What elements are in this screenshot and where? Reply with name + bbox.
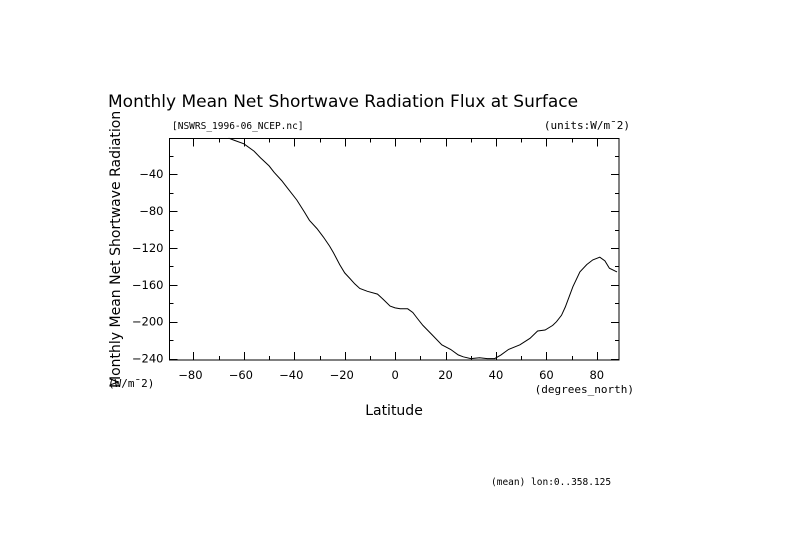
y-tick-label: −120 xyxy=(132,241,164,255)
y-tick-label: −200 xyxy=(132,315,164,329)
y-units-label: (W/m¯2) xyxy=(108,377,154,390)
x-tick-label: 40 xyxy=(489,368,504,382)
y-tick-label: −80 xyxy=(139,204,163,218)
footnote: (mean) lon:0..358.125 xyxy=(491,477,611,488)
x-tick-label: 0 xyxy=(391,368,398,382)
x-axis-label: Latitude xyxy=(365,403,423,419)
file-label: [NSWRS_1996-06_NCEP.nc] xyxy=(172,121,304,132)
y-tick-label: −160 xyxy=(132,278,164,292)
x-tick-label: 60 xyxy=(539,368,554,382)
units-label: (units:W/m¯2) xyxy=(544,119,630,132)
y-tick-label: −240 xyxy=(132,352,164,366)
x-tick-label: −60 xyxy=(229,368,253,382)
y-axis-label: Monthly Mean Net Shortwave Radiation xyxy=(108,111,124,388)
x-tick-label: 80 xyxy=(589,368,604,382)
plot-frame xyxy=(169,138,620,361)
x-tick-label: −40 xyxy=(279,368,303,382)
x-tick-label: 20 xyxy=(438,368,453,382)
x-axis: −80 −60 −40 −20 0 20 40 60 80 xyxy=(178,138,604,382)
series-group xyxy=(228,137,618,360)
x-tick-label: −20 xyxy=(330,368,354,382)
x-units-label: (degrees_north) xyxy=(535,383,634,396)
chart-title: Monthly Mean Net Shortwave Radiation Flu… xyxy=(108,92,578,112)
x-tick-label: −80 xyxy=(178,368,202,382)
series-line-nswrs xyxy=(228,137,618,360)
y-axis: −40 −80 −120 −160 −200 −240 xyxy=(132,156,619,366)
y-tick-label: −40 xyxy=(139,167,163,181)
